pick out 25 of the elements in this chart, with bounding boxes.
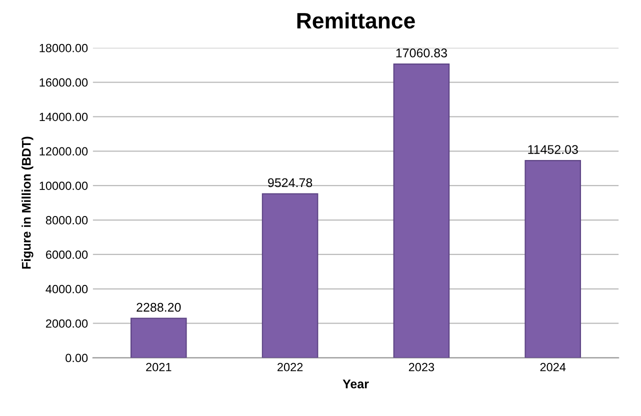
bar: [130, 318, 187, 358]
y-tick-label: 12000.00: [40, 147, 88, 156]
data-label: 2288.20: [136, 302, 181, 312]
data-label: 11452.03: [528, 145, 578, 154]
bar: [524, 160, 582, 358]
y-tick-label: 10000.00: [40, 182, 88, 190]
y-tick-label: 0.00: [66, 354, 88, 362]
x-tick-label: 2021: [146, 362, 172, 372]
data-label: 17060.83: [396, 48, 447, 58]
x-tick-label: 2024: [540, 362, 566, 372]
y-tick-label: 6000.00: [46, 250, 88, 259]
x-axis-title: Year: [342, 380, 369, 388]
y-axis-title: Figure in Million (BDT): [22, 136, 34, 269]
bar: [262, 193, 318, 358]
y-tick-label: 8000.00: [46, 216, 88, 224]
y-tick-label: 16000.00: [40, 78, 88, 87]
x-tick-label: 2023: [408, 362, 434, 372]
x-tick-label: 2022: [278, 362, 303, 372]
y-tick-label: 2000.00: [46, 319, 88, 328]
chart-title: Remittance: [297, 12, 415, 29]
bar: [393, 63, 450, 358]
y-tick-label: 4000.00: [46, 284, 88, 294]
y-tick-label: 18000.00: [40, 44, 88, 52]
data-label: 9524.78: [268, 178, 312, 188]
y-tick-label: 14000.00: [40, 112, 88, 122]
